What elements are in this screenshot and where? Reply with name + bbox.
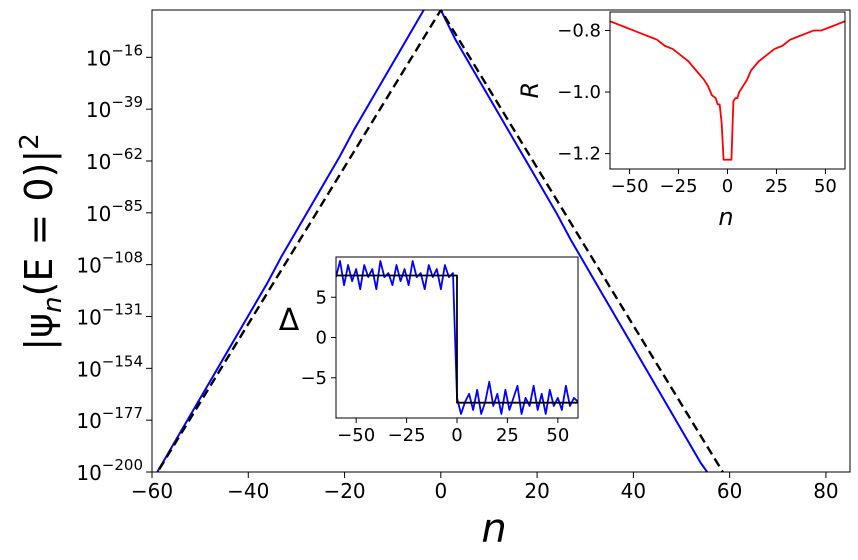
main-series-1-line [156, 10, 725, 472]
inset-r-x-tick-label: −25 [660, 176, 698, 197]
svg-text:|ψn(E = 0)|2: |ψn(E = 0)|2 [15, 133, 68, 351]
inset-r-y-label: R [516, 82, 544, 99]
inset-r-series-group [610, 20, 845, 161]
inset-delta-x-tick-label: 50 [546, 425, 569, 446]
inset-delta-x-tick-label: 0 [451, 425, 462, 446]
main-y-label-base: |ψ [17, 313, 62, 351]
main-series-group [156, 10, 725, 472]
main-y-label-sup: 2 [15, 133, 45, 150]
main-frame [151, 9, 851, 473]
inset-r-y-tick-label: −1.0 [557, 82, 601, 103]
main-y-tick-label: 10−85 [86, 197, 143, 226]
inset-delta-y-label: Δ [279, 303, 300, 338]
main-x-tick-label: 80 [813, 479, 838, 503]
inset-delta-x-tick-label: −50 [337, 425, 375, 446]
main-series-0-line [156, 10, 709, 472]
inset-delta-y-tick-label: 0 [316, 328, 327, 349]
main-y-tick-label: 10−108 [76, 249, 143, 278]
main-y-tick-label: 10−154 [76, 352, 143, 381]
main-y-tick-label: 10−62 [86, 145, 143, 174]
main-y-tick-label: 10−16 [86, 41, 143, 70]
inset-r-y-tick-label: −0.8 [557, 20, 601, 41]
main-y-axis-label: |ψn(E = 0)|2 [15, 133, 68, 351]
main-x-tick-label: 40 [621, 479, 646, 503]
main-x-tick-label: −40 [227, 479, 269, 503]
inset-r-x-label: n [718, 203, 733, 231]
inset-delta-x-tick-label: −25 [388, 425, 426, 446]
inset-delta-x-tick-label: 25 [496, 425, 519, 446]
main-x-tick-label: 60 [717, 479, 742, 503]
main-x-tick-label: −20 [323, 479, 365, 503]
inset-delta-series-group [336, 260, 578, 415]
main-y-label-arg: (E = 0)| [17, 150, 62, 297]
main-y-tick-label: 10−200 [76, 456, 143, 485]
main-y-tick-label: 10−177 [76, 404, 143, 433]
inset-r-plot-area [610, 12, 845, 169]
inset-r-x-tick-label: −50 [611, 176, 649, 197]
main-x-tick-label: −60 [131, 479, 173, 503]
main-y-tick-label: 10−131 [76, 300, 143, 329]
inset-delta-series-1-line [336, 274, 578, 404]
inset-r-x-tick-label: 0 [722, 176, 733, 197]
main-y-label-sub: n [38, 296, 68, 312]
inset-delta-y-tick-label: −5 [300, 368, 327, 389]
main-y-tick-label: 10−39 [86, 93, 143, 122]
inset-r-x-tick-label: 25 [765, 176, 788, 197]
main-x-tick-label: 20 [524, 479, 549, 503]
main-x-axis-label: n [481, 506, 506, 552]
inset-r-x-tick-label: 50 [814, 176, 837, 197]
inset-r-y-tick-label: −1.2 [557, 144, 601, 165]
inset-delta-y-tick-label: 5 [316, 287, 327, 308]
inset-r-series-0-line [610, 20, 845, 161]
main-x-tick-label: 0 [434, 479, 447, 503]
